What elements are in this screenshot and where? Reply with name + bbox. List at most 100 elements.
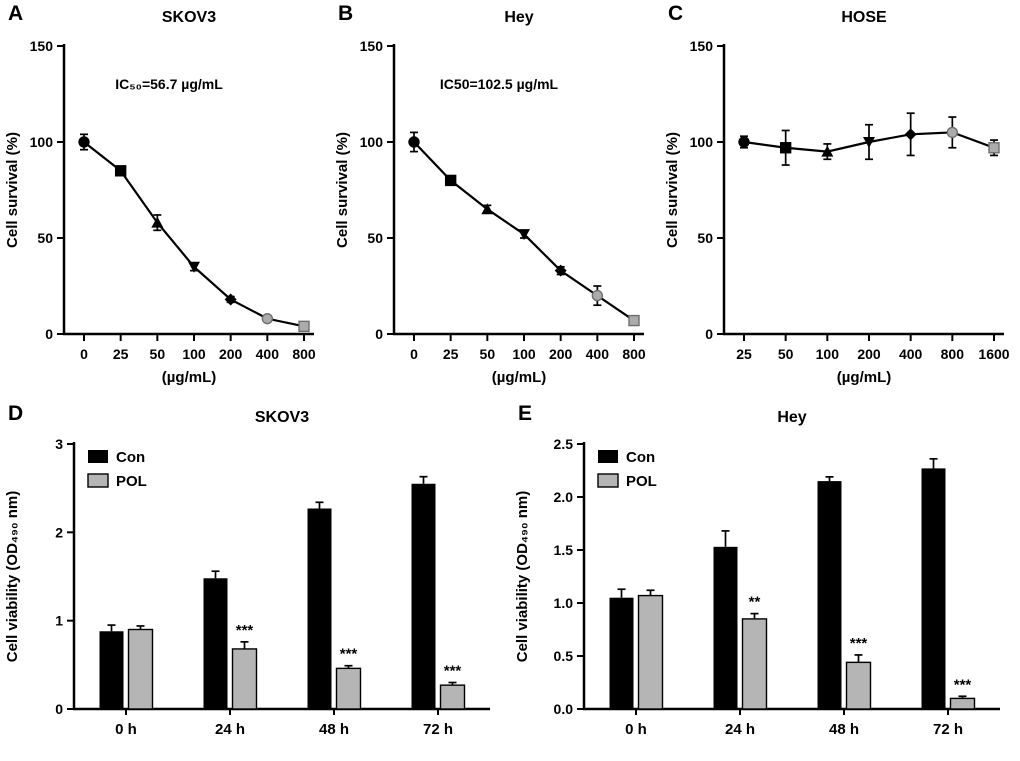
y-tick-label: 3 — [55, 436, 63, 452]
panel-A: A SKOV3 IC₅₀=56.7 µg/mL 0 50 100 150 0 25 50 100 2… — [0, 0, 330, 400]
data-point-marker — [444, 174, 457, 187]
legend-swatch-con — [88, 450, 108, 463]
x-tick-label: 1600 — [978, 346, 1009, 362]
panel-letter-B: B — [338, 2, 354, 25]
top-row: A SKOV3 IC₅₀=56.7 µg/mL 0 50 100 150 0 25 50 100 2… — [0, 0, 1020, 400]
ic50-annotation: IC₅₀=56.7 µg/mL — [115, 76, 223, 92]
x-tick-label: 50 — [778, 346, 794, 362]
chart-title: Hey — [777, 409, 806, 426]
significance-label: *** — [850, 635, 868, 652]
bar-con — [609, 597, 634, 709]
ic50-annotation: IC50=102.5 µg/mL — [440, 76, 559, 92]
panel-letter-D: D — [8, 402, 24, 425]
data-point-marker — [78, 136, 90, 148]
panel-C: C HOSE 0 50 100 150 25 50 100 200 400 800 1600 (µg/m… — [660, 0, 1020, 400]
data-point-marker — [904, 128, 917, 141]
bar-con — [99, 631, 124, 709]
data-point-marker — [408, 136, 420, 148]
chart-title: HOSE — [841, 9, 887, 26]
x-axis-label: (µg/mL) — [492, 369, 546, 386]
panel-letter-C: C — [668, 2, 684, 25]
x-tick-label: 800 — [292, 346, 316, 362]
x-tick-label: 50 — [150, 346, 166, 362]
y-axis-label: Cell survival (%) — [4, 132, 21, 248]
data-point-marker — [591, 289, 604, 302]
data-point-marker — [114, 165, 127, 177]
legend-label-con: Con — [626, 449, 655, 466]
x-tick-label: 400 — [586, 346, 610, 362]
y-tick-label: 100 — [360, 134, 384, 150]
chart-title: SKOV3 — [162, 9, 216, 26]
y-tick-label: 0 — [375, 326, 383, 342]
x-tick-label: 200 — [549, 346, 573, 362]
significance-label: *** — [954, 676, 972, 693]
x-axis-label: (µg/mL) — [837, 369, 891, 386]
y-tick-label: 0.5 — [554, 648, 574, 664]
y-tick-label: 100 — [30, 134, 54, 150]
chart-title: Hey — [504, 9, 533, 26]
significance-label: *** — [444, 663, 462, 680]
data-point-marker — [821, 145, 834, 157]
x-tick-label: 100 — [182, 346, 206, 362]
y-tick-label: 0.0 — [554, 701, 574, 717]
legend-label-con: Con — [116, 449, 145, 466]
legend-label-pol: POL — [626, 473, 657, 490]
data-point-marker — [151, 216, 164, 228]
x-tick-label: 100 — [816, 346, 840, 362]
legend-label-pol: POL — [116, 473, 147, 490]
bar-pol — [127, 628, 154, 710]
data-point-marker — [298, 320, 310, 333]
panel-E: E Hey 0.0 0.5 1.0 1.5 2.0 2.5 0 h 24 h ** 48 h *** 7… — [510, 400, 1020, 761]
x-tick-label: 50 — [480, 346, 496, 362]
y-tick-label: 2.5 — [554, 436, 574, 452]
line-chart-skov3: SKOV3 IC₅₀=56.7 µg/mL 0 50 100 150 0 25 50 100 200… — [4, 9, 316, 386]
y-tick-label: 0 — [55, 701, 63, 717]
bar-con — [307, 508, 332, 709]
bar-pol — [949, 697, 976, 710]
data-point-marker — [188, 261, 200, 273]
panel-D: D SKOV3 0 1 2 3 0 h 24 h *** 48 h *** 72 h *** Cell … — [0, 400, 510, 761]
bar-chart-skov3: SKOV3 0 1 2 3 0 h 24 h *** 48 h *** 72 h *** Cell vi… — [4, 409, 490, 738]
x-tick-label: 800 — [941, 346, 965, 362]
y-tick-label: 50 — [697, 230, 713, 246]
y-axis-label: Cell viability (OD₄₉₀ nm) — [514, 491, 531, 663]
y-tick-label: 1.0 — [554, 595, 574, 611]
y-tick-label: 0 — [705, 326, 713, 342]
panel-B: B Hey IC50=102.5 µg/mL 0 50 100 150 0 25 50 100 20… — [330, 0, 660, 400]
data-point-marker — [224, 293, 237, 306]
bar-con — [817, 481, 842, 709]
data-point-marker — [554, 264, 567, 277]
x-tick-label: 25 — [113, 346, 129, 362]
y-tick-label: 50 — [37, 230, 53, 246]
significance-label: ** — [749, 594, 761, 611]
bar-con — [713, 546, 738, 709]
x-tick-label: 48 h — [829, 721, 859, 738]
x-tick-label: 0 h — [625, 721, 647, 738]
x-tick-label: 24 h — [215, 721, 245, 738]
y-tick-label: 150 — [30, 38, 54, 54]
x-tick-label: 72 h — [423, 721, 453, 738]
x-tick-label: 400 — [899, 346, 923, 362]
significance-label: *** — [236, 622, 254, 639]
x-tick-label: 100 — [512, 346, 536, 362]
y-axis-label: Cell survival (%) — [334, 132, 351, 248]
bar-pol — [231, 648, 258, 710]
chart-title: SKOV3 — [255, 409, 309, 426]
x-tick-label: 0 h — [115, 721, 137, 738]
x-tick-label: 200 — [857, 346, 881, 362]
x-tick-label: 200 — [219, 346, 243, 362]
y-tick-label: 50 — [367, 230, 383, 246]
y-tick-label: 1.5 — [554, 542, 574, 558]
bottom-row: D SKOV3 0 1 2 3 0 h 24 h *** 48 h *** 72 h *** Cell … — [0, 400, 1020, 761]
bar-con — [921, 468, 946, 709]
x-tick-label: 0 — [80, 346, 88, 362]
x-tick-label: 0 — [410, 346, 418, 362]
y-tick-label: 150 — [360, 38, 384, 54]
bar-con — [203, 578, 228, 709]
y-tick-label: 1 — [55, 613, 63, 629]
y-tick-label: 0 — [45, 326, 53, 342]
x-tick-label: 48 h — [319, 721, 349, 738]
line-chart-hose: HOSE 0 50 100 150 25 50 100 200 400 800 1600 (µg/mL)… — [664, 9, 1010, 386]
x-axis-label: (µg/mL) — [162, 369, 216, 386]
data-point-marker — [738, 136, 750, 148]
